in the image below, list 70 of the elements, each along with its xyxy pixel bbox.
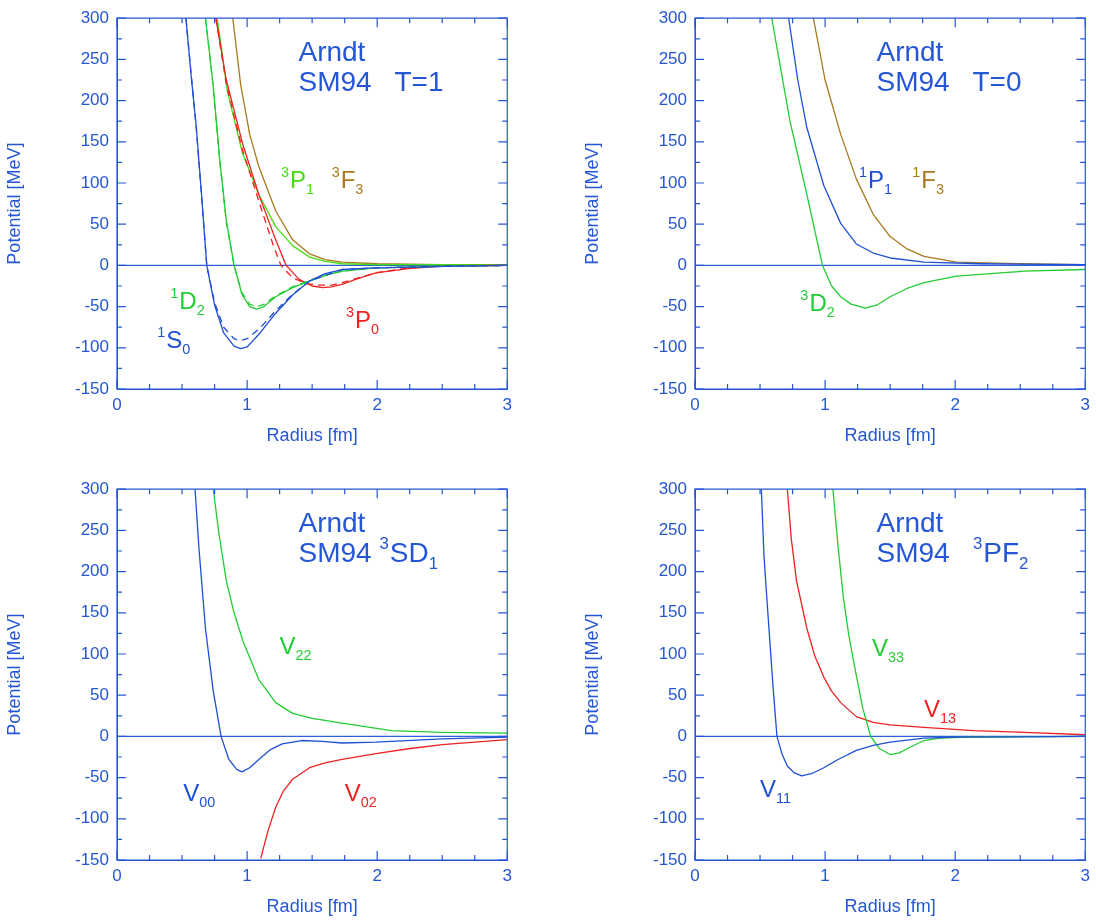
x-tick-label: 2 — [950, 394, 960, 414]
x-tick-label: 1 — [820, 394, 830, 414]
y-tick-label: 0 — [677, 255, 687, 275]
y-tick-label: 200 — [80, 90, 109, 110]
x-tick-label: 1 — [242, 865, 252, 885]
x-tick-label: 3 — [1080, 865, 1091, 885]
x-tick-label: 2 — [372, 394, 382, 414]
y-tick-label: -100 — [652, 808, 687, 828]
y-axis-title: Potential [MeV] — [581, 613, 602, 736]
text: SM94 T=0 — [876, 65, 1022, 97]
text: Arndt — [298, 35, 366, 67]
x-tick-label: 1 — [820, 865, 830, 885]
y-tick-label: 200 — [658, 90, 687, 110]
y-tick-label: -50 — [662, 296, 687, 316]
y-tick-label: 50 — [668, 684, 687, 704]
y-tick-label: -50 — [84, 296, 109, 316]
x-tick-label: 0 — [690, 865, 700, 885]
y-tick-label: 150 — [80, 602, 109, 622]
y-tick-label: 300 — [658, 478, 687, 498]
text: Arndt — [876, 35, 944, 67]
y-axis-title: Potential [MeV] — [3, 142, 24, 265]
x-axis-title: Radius [fm] — [266, 425, 358, 446]
y-tick-label: -50 — [84, 767, 109, 787]
y-tick-label: -50 — [662, 767, 687, 787]
x-tick-label: 3 — [502, 394, 513, 414]
x-tick-label: 2 — [950, 865, 960, 885]
y-tick-label: 50 — [668, 213, 687, 233]
x-tick-label: 0 — [112, 865, 122, 885]
x-tick-label: 3 — [502, 865, 513, 885]
y-tick-label: 0 — [99, 255, 109, 275]
y-tick-label: -150 — [74, 378, 109, 398]
y-tick-label: 100 — [80, 172, 109, 192]
y-tick-label: 150 — [658, 131, 687, 151]
y-tick-label: -100 — [74, 808, 109, 828]
y-tick-label: 100 — [80, 643, 109, 663]
y-tick-label: 300 — [80, 7, 109, 27]
y-tick-label: 250 — [80, 49, 109, 69]
x-axis-title: Radius [fm] — [844, 896, 936, 917]
y-tick-label: -100 — [652, 337, 687, 357]
text: Arndt — [298, 506, 366, 538]
y-tick-label: 200 — [658, 561, 687, 581]
y-tick-label: -150 — [652, 849, 687, 869]
y-tick-label: 100 — [658, 172, 687, 192]
x-axis-title: Radius [fm] — [844, 425, 936, 446]
y-tick-label: 300 — [658, 7, 687, 27]
y-tick-label: 250 — [658, 520, 687, 540]
x-tick-label: 1 — [242, 394, 252, 414]
y-axis-title: Potential [MeV] — [3, 613, 24, 736]
y-axis-title: Potential [MeV] — [581, 142, 602, 265]
y-tick-label: -100 — [74, 337, 109, 357]
x-tick-label: 2 — [372, 865, 382, 885]
y-tick-label: 300 — [80, 478, 109, 498]
x-tick-label: 3 — [1080, 394, 1091, 414]
y-tick-label: -150 — [74, 849, 109, 869]
y-tick-label: 100 — [658, 643, 687, 663]
y-tick-label: 150 — [658, 602, 687, 622]
x-tick-label: 0 — [112, 394, 122, 414]
y-tick-label: 150 — [80, 131, 109, 151]
y-tick-label: 250 — [658, 49, 687, 69]
y-tick-label: 50 — [90, 684, 109, 704]
text: Arndt — [876, 506, 944, 538]
y-tick-label: -150 — [652, 378, 687, 398]
y-tick-label: 250 — [80, 520, 109, 540]
y-tick-label: 50 — [90, 213, 109, 233]
text: SM94 T=1 — [298, 65, 444, 97]
x-tick-label: 0 — [690, 394, 700, 414]
y-tick-label: 200 — [80, 561, 109, 581]
y-tick-label: 0 — [99, 726, 109, 746]
x-axis-title: Radius [fm] — [266, 896, 358, 917]
y-tick-label: 0 — [677, 726, 687, 746]
